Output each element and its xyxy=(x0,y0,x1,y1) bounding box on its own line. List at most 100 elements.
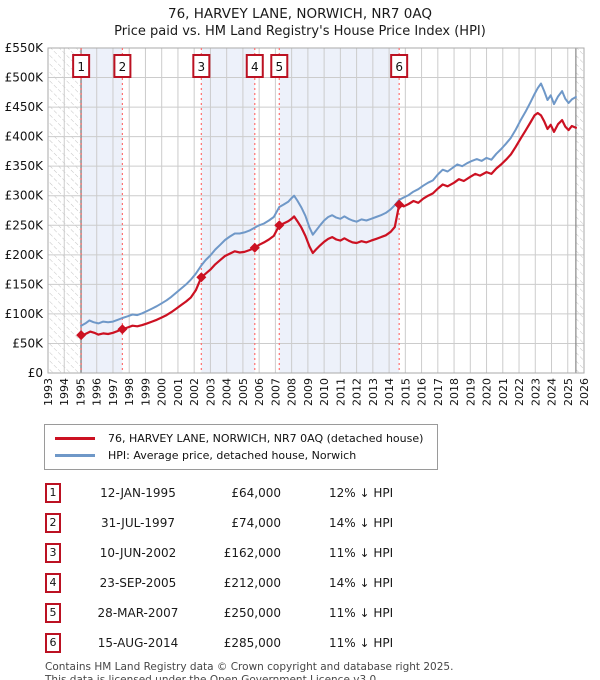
y-axis-label: £0 xyxy=(28,366,43,380)
y-axis-label: £300K xyxy=(5,189,45,203)
x-axis-label: 2018 xyxy=(448,378,461,406)
ownership-band xyxy=(201,48,255,373)
sale-hpi-diff: 11% ↓ HPI xyxy=(329,546,394,560)
page-subtitle: Price paid vs. HM Land Registry's House … xyxy=(114,24,486,39)
sale-number-box xyxy=(113,54,132,78)
sale-point-marker xyxy=(249,242,260,253)
sale-row: 1 12-JAN-1995 £64,000 12% ↓ HPI xyxy=(0,478,600,508)
x-axis-label: 2016 xyxy=(416,378,429,406)
sale-number-badge: 6 xyxy=(45,633,61,653)
sale-price: £64,000 xyxy=(231,486,281,500)
sale-price: £162,000 xyxy=(223,546,281,560)
chart-legend: 76, HARVEY LANE, NORWICH, NR7 0AQ (detac… xyxy=(44,424,438,470)
sale-number-box xyxy=(192,54,211,78)
sale-number-box-label: 3 xyxy=(198,60,206,74)
y-axis-label: £100K xyxy=(5,307,45,321)
chart-header: 76, HARVEY LANE, NORWICH, NR7 0AQ Price … xyxy=(0,0,600,40)
sale-price: £74,000 xyxy=(231,516,281,530)
sale-number-box-label: 2 xyxy=(119,60,127,74)
sale-number-badge: 2 xyxy=(45,513,61,533)
y-axis-label: £400K xyxy=(5,130,45,144)
x-axis-label: 2012 xyxy=(351,378,364,406)
x-axis-label: 2000 xyxy=(156,378,169,406)
sale-hpi-diff: 12% ↓ HPI xyxy=(329,486,394,500)
x-axis-label: 2022 xyxy=(513,378,526,406)
legend-label: 76, HARVEY LANE, NORWICH, NR7 0AQ (detac… xyxy=(108,432,424,445)
legend-line-swatch xyxy=(55,454,95,457)
y-axis-label: £200K xyxy=(5,248,45,262)
x-axis-label: 2010 xyxy=(318,378,331,406)
x-axis-label: 1994 xyxy=(58,378,71,406)
x-axis-label: 1998 xyxy=(123,378,136,406)
footer-line-1: Contains HM Land Registry data © Crown c… xyxy=(45,661,454,673)
x-axis-label: 2024 xyxy=(546,378,559,406)
sale-point-marker xyxy=(76,330,87,341)
sale-number-box-label: 5 xyxy=(275,60,283,74)
x-axis-label: 2020 xyxy=(481,378,494,406)
sale-date: 31-JUL-1997 xyxy=(101,516,175,530)
legend-item-1: HPI: Average price, detached house, Norw… xyxy=(55,447,431,464)
x-axis-label: 1995 xyxy=(74,378,87,406)
sale-number-box-label: 1 xyxy=(77,60,85,74)
y-axis-label: £250K xyxy=(5,218,45,232)
sale-row: 2 31-JUL-1997 £74,000 14% ↓ HPI xyxy=(0,508,600,538)
sale-price: £285,000 xyxy=(223,636,281,650)
sale-price: £212,000 xyxy=(223,576,281,590)
sale-point-marker xyxy=(274,220,285,231)
x-axis-label: 2003 xyxy=(204,378,217,406)
y-axis-label: £350K xyxy=(5,159,45,173)
sale-row: 4 23-SEP-2005 £212,000 14% ↓ HPI xyxy=(0,568,600,598)
license-footer: Contains HM Land Registry data © Crown c… xyxy=(45,661,600,680)
sale-date: 10-JUN-2002 xyxy=(99,546,177,560)
no-data-hatch-right xyxy=(575,48,584,373)
y-axis-label: £500K xyxy=(5,71,45,85)
sale-row: 3 10-JUN-2002 £162,000 11% ↓ HPI xyxy=(0,538,600,568)
x-axis-label: 2008 xyxy=(286,378,299,406)
sale-number-box xyxy=(72,54,91,78)
ownership-band xyxy=(279,48,400,373)
x-axis-label: 2007 xyxy=(269,378,282,406)
price-chart: 1 2 3 4 5 6 £0 £50K £100K £150K £200K £250K £300K £35… xyxy=(5,41,591,406)
sale-hpi-diff: 14% ↓ HPI xyxy=(329,576,394,590)
plot-border xyxy=(47,47,585,374)
sale-number-badge: 5 xyxy=(45,603,61,623)
x-axis-label: 2019 xyxy=(464,378,477,406)
x-axis-label: 1993 xyxy=(42,378,55,406)
x-axis-label: 2011 xyxy=(334,378,347,406)
x-axis-label: 2014 xyxy=(383,378,396,406)
sale-row: 6 15-AUG-2014 £285,000 11% ↓ HPI xyxy=(0,628,600,658)
x-axis-label: 2025 xyxy=(562,378,575,406)
sale-point-marker xyxy=(196,272,207,283)
sale-number-box-label: 6 xyxy=(395,60,403,74)
sale-number-badge: 3 xyxy=(45,543,61,563)
y-axis-label: £150K xyxy=(5,277,45,291)
x-axis-label: 2006 xyxy=(253,378,266,406)
sale-hpi-diff: 14% ↓ HPI xyxy=(329,516,394,530)
sale-row: 5 28-MAR-2007 £250,000 11% ↓ HPI xyxy=(0,598,600,628)
legend-item-0: 76, HARVEY LANE, NORWICH, NR7 0AQ (detac… xyxy=(55,430,431,447)
y-axis-label: £450K xyxy=(5,100,45,114)
x-axis-label: 2013 xyxy=(367,378,380,406)
sale-number-box xyxy=(270,54,289,78)
sale-point-marker xyxy=(117,324,128,335)
x-axis-label: 2004 xyxy=(221,378,234,406)
sale-price: £250,000 xyxy=(223,606,281,620)
ownership-band xyxy=(81,48,123,373)
x-axis-label: 2001 xyxy=(172,378,185,406)
sale-point-marker xyxy=(394,199,405,210)
x-axis-label: 1999 xyxy=(139,378,152,406)
sale-date: 28-MAR-2007 xyxy=(97,606,179,620)
x-axis-label: 2005 xyxy=(237,378,250,406)
legend-label: HPI: Average price, detached house, Norw… xyxy=(108,449,357,462)
x-axis-label: 2017 xyxy=(432,378,445,406)
x-axis-label: 2009 xyxy=(302,378,315,406)
x-axis-label: 2021 xyxy=(497,378,510,406)
sale-number-box xyxy=(390,54,409,78)
sale-number-box-label: 4 xyxy=(251,60,259,74)
legend-line-swatch xyxy=(55,437,95,440)
x-axis-label: 2002 xyxy=(188,378,201,406)
sale-hpi-diff: 11% ↓ HPI xyxy=(329,636,394,650)
sale-date: 15-AUG-2014 xyxy=(97,636,179,650)
y-axis-label: £50K xyxy=(12,336,44,350)
